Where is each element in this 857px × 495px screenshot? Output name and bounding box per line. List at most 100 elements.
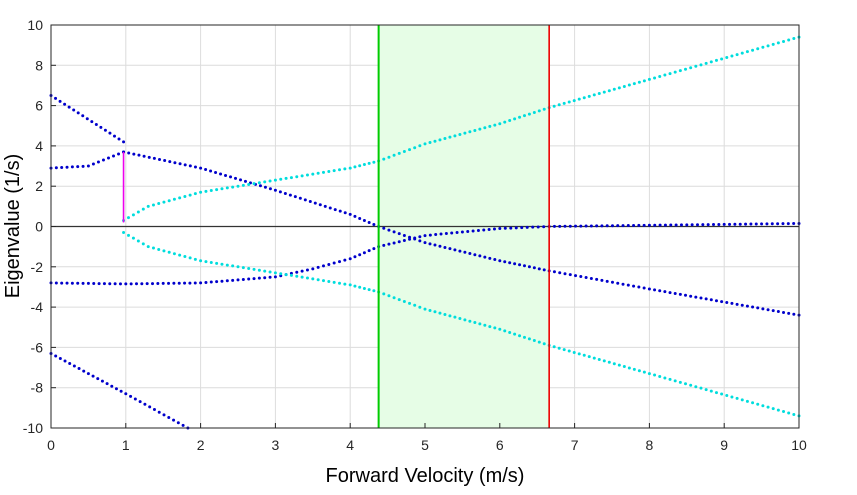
series-point [751, 305, 755, 309]
series-point [146, 245, 150, 249]
series-point [283, 191, 287, 195]
series-point [720, 392, 724, 396]
series-point [582, 96, 586, 100]
series-point [119, 389, 123, 393]
series-point [493, 123, 497, 127]
series-point [402, 238, 406, 242]
series-point [498, 327, 502, 331]
series-point [453, 315, 457, 319]
series-point [642, 370, 646, 374]
series-point [199, 166, 203, 170]
series-6 [122, 231, 801, 418]
series-point [735, 302, 739, 306]
series-point [498, 259, 502, 263]
series-point [782, 39, 786, 43]
series-point [382, 243, 386, 247]
series-point [220, 279, 224, 283]
series-point [70, 165, 74, 169]
series-point [678, 380, 682, 384]
series-point [103, 128, 107, 132]
y-tick-label: 2 [35, 178, 43, 194]
series-point [273, 275, 277, 279]
series-point [353, 284, 357, 288]
series-point [132, 152, 136, 156]
series-point [695, 223, 699, 227]
series-point [740, 398, 744, 402]
series-point [143, 402, 147, 406]
series-point [183, 255, 187, 259]
series-point [673, 291, 677, 295]
series-point [706, 223, 710, 227]
series-point [268, 275, 272, 279]
series-point [387, 242, 391, 246]
series-point [300, 275, 304, 279]
series-point [782, 410, 786, 414]
series-point [348, 283, 352, 287]
series-point [278, 190, 282, 194]
series-point [658, 74, 662, 78]
series-point [527, 112, 531, 116]
series-point [92, 281, 96, 285]
series-point [382, 292, 386, 296]
series-point [756, 306, 760, 310]
series-point [487, 228, 491, 232]
series-point [362, 251, 366, 255]
series-point [67, 105, 71, 109]
series-point [392, 241, 396, 245]
series-point [157, 247, 161, 251]
series-point [209, 169, 213, 173]
series-3 [49, 351, 190, 430]
series-point [503, 260, 507, 264]
series-point [433, 243, 437, 247]
series-point [587, 94, 591, 98]
series-point [674, 223, 678, 227]
series-point [387, 155, 391, 159]
x-tick-label: 3 [272, 437, 280, 453]
series-point [473, 253, 477, 257]
series-point [434, 233, 438, 237]
series-point [284, 176, 288, 180]
series-point [54, 354, 58, 358]
series-point [72, 364, 76, 368]
series-point [709, 298, 713, 302]
series-point [522, 335, 526, 339]
series-point [766, 308, 770, 312]
series-point [621, 224, 625, 228]
series-point [722, 222, 726, 226]
series-point [209, 189, 213, 193]
series-point [333, 208, 337, 212]
series-point [751, 401, 755, 405]
x-tick-label: 4 [346, 437, 354, 453]
series-point [771, 407, 775, 411]
series-point [567, 100, 571, 104]
series-point [131, 236, 135, 240]
series-point [509, 226, 513, 230]
series-point [247, 182, 251, 186]
series-point [300, 174, 304, 178]
series-point [140, 282, 144, 286]
series-point [626, 283, 630, 287]
series-point [552, 224, 556, 228]
series-point [684, 67, 688, 71]
series-point [60, 281, 64, 285]
x-tick-label: 9 [720, 437, 728, 453]
series-point [463, 318, 467, 322]
series-point [483, 323, 487, 327]
series-point [124, 392, 128, 396]
series-point [316, 171, 320, 175]
series-point [353, 214, 357, 218]
series-point [178, 162, 182, 166]
series-point [428, 242, 432, 246]
series-point [701, 223, 705, 227]
series-point [567, 349, 571, 353]
series-point [668, 291, 672, 295]
series-point [735, 53, 739, 57]
series-point [689, 66, 693, 70]
series-point [482, 228, 486, 232]
series-point [488, 325, 492, 329]
series-point [728, 222, 732, 226]
series-point [730, 395, 734, 399]
series-point [626, 224, 630, 228]
series-point [653, 288, 657, 292]
series-point [642, 286, 646, 290]
